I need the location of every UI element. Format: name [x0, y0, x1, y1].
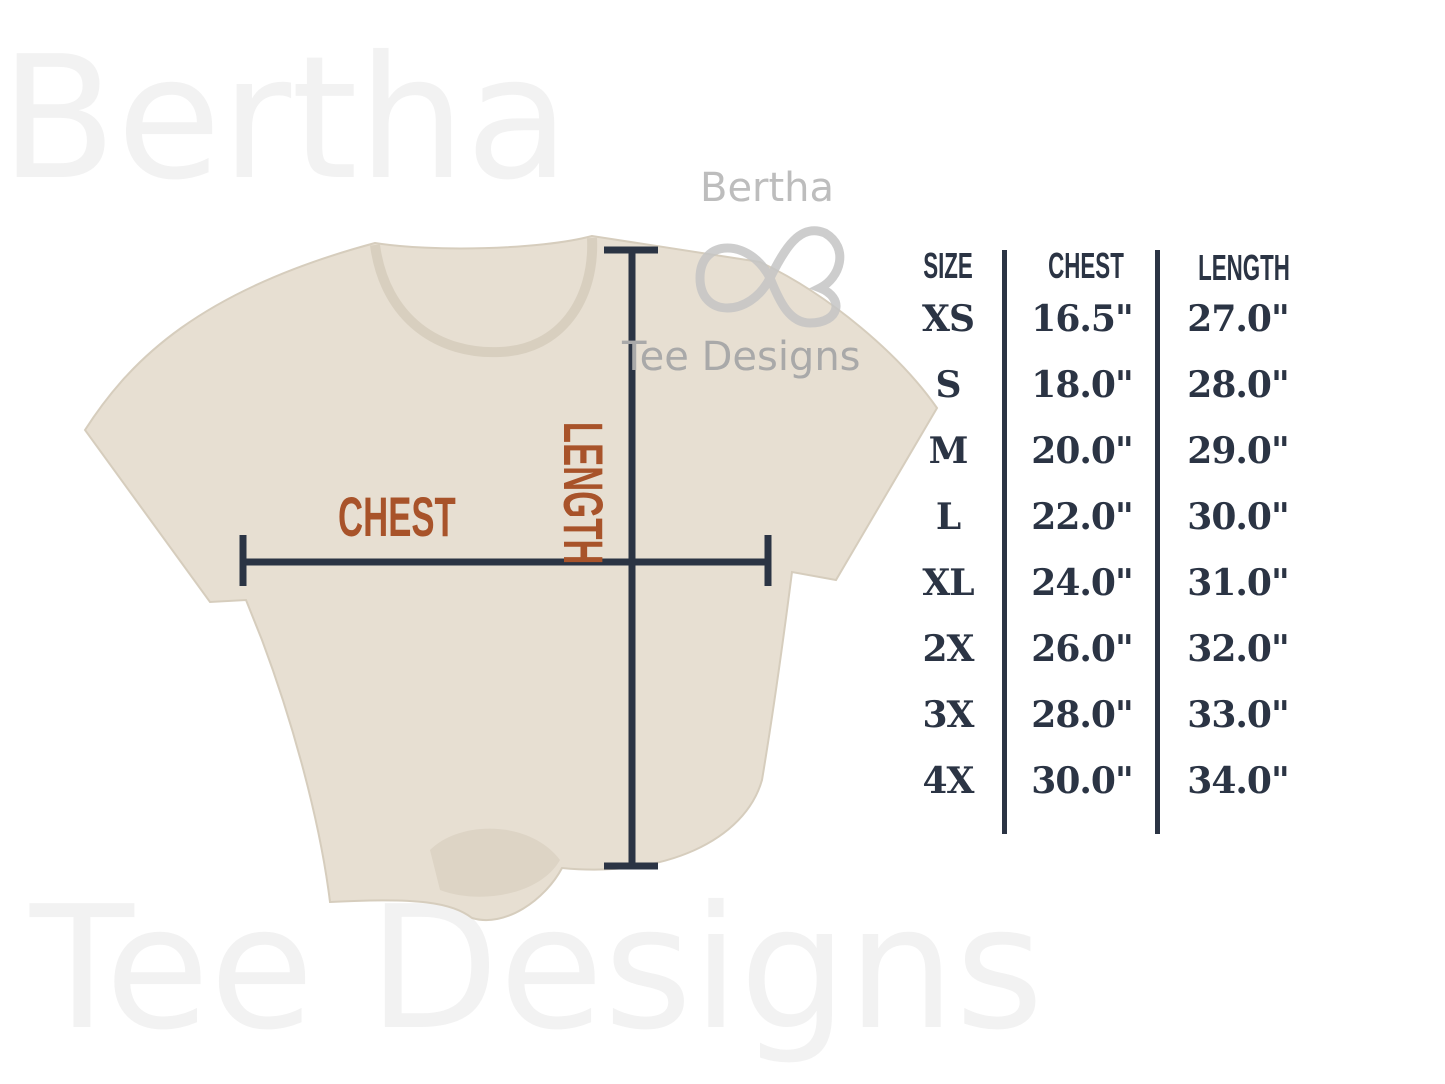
length-label-text: LENGTH [552, 421, 615, 565]
header-size: SIZE [900, 246, 996, 286]
column-divider-2 [1155, 250, 1160, 834]
table-cell-length: 28.0" [1187, 364, 1289, 406]
table-cell-length: 27.0" [1187, 298, 1289, 340]
length-label: LENGTH [552, 378, 615, 565]
table-cell-size: 4X [922, 760, 975, 802]
table-cell-length: 33.0" [1187, 694, 1289, 736]
table-cell-size: XL [922, 562, 974, 604]
table-cell-chest: 20.0" [1031, 430, 1133, 472]
table-cell-size: 2X [922, 628, 975, 670]
table-cell-chest: 30.0" [1031, 760, 1133, 802]
tshirt-knot [430, 828, 560, 897]
watermark-bertha: Bertha [700, 165, 835, 211]
heart-infinity-logo-icon [695, 226, 845, 328]
watermark-tee-designs-large: Tee Designs [30, 870, 1044, 1068]
table-cell-chest: 16.5" [1031, 298, 1133, 340]
table-cell-chest: 26.0" [1031, 628, 1133, 670]
header-size-text: SIZE [923, 245, 973, 286]
table-cell-size: L [935, 496, 961, 538]
table-cell-chest: 18.0" [1031, 364, 1133, 406]
table-cell-chest: 28.0" [1031, 694, 1133, 736]
header-chest: CHEST [1025, 246, 1147, 286]
watermark-tee-designs: Tee Designs [622, 334, 861, 380]
table-cell-size: S [935, 364, 962, 406]
table-cell-length: 32.0" [1187, 628, 1289, 670]
watermark-bertha-large: Bertha [0, 20, 570, 218]
table-cell-size: M [928, 430, 969, 472]
table-cell-chest: 24.0" [1031, 562, 1133, 604]
header-length: LENGTH [1170, 248, 1306, 288]
tshirt-collar [370, 237, 598, 358]
table-cell-chest: 22.0" [1031, 496, 1133, 538]
column-divider-1 [1002, 250, 1007, 834]
table-cell-length: 30.0" [1187, 496, 1289, 538]
header-length-text: LENGTH [1198, 247, 1290, 288]
header-chest-text: CHEST [1048, 245, 1124, 286]
table-cell-length: 31.0" [1187, 562, 1289, 604]
chest-label-text: CHEST [338, 485, 456, 548]
chest-label: CHEST [302, 486, 456, 548]
table-cell-length: 34.0" [1187, 760, 1289, 802]
table-cell-size: XS [922, 298, 975, 340]
tshirt-body [83, 234, 939, 921]
table-cell-length: 29.0" [1187, 430, 1289, 472]
table-cell-size: 3X [922, 694, 975, 736]
